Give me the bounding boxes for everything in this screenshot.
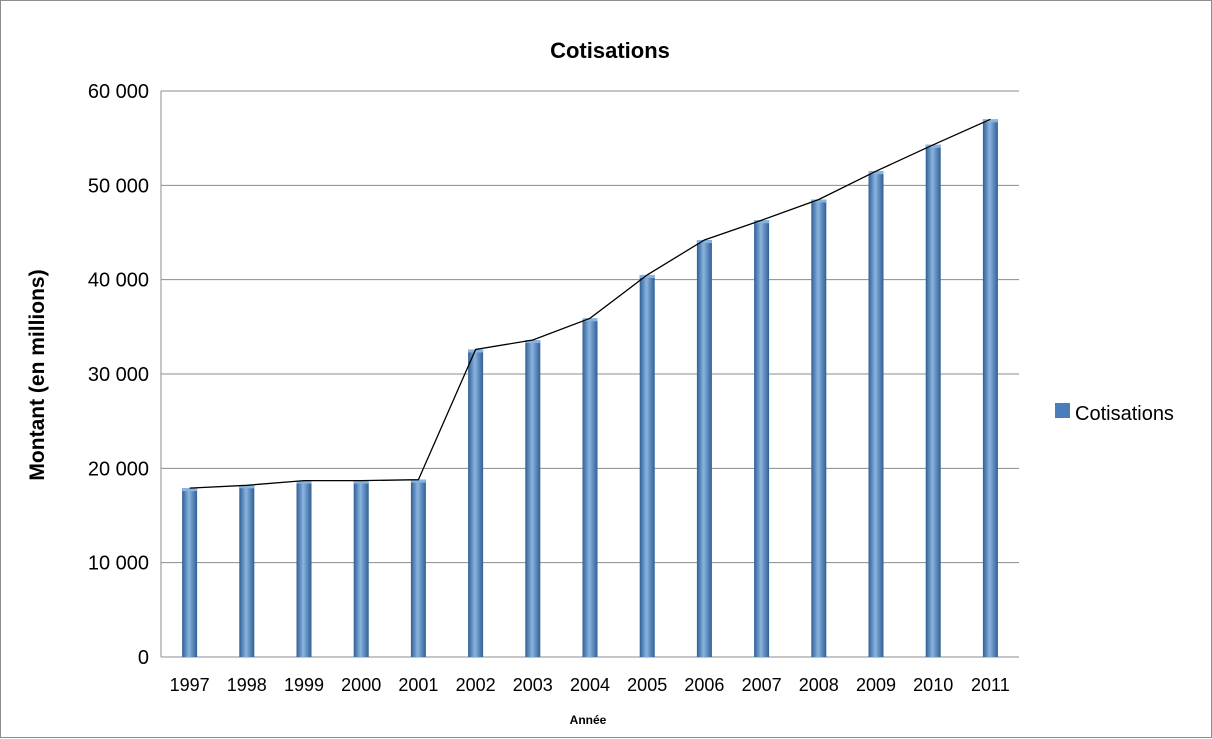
bar — [296, 480, 312, 657]
x-tick-label: 2010 — [913, 675, 953, 695]
trend-line-group — [189, 118, 991, 489]
bar — [182, 488, 198, 657]
bars — [182, 119, 998, 658]
bar — [639, 274, 655, 657]
x-tick-label: 2000 — [341, 675, 381, 695]
bar — [696, 240, 712, 657]
bar-cap — [239, 485, 255, 489]
x-tick-label: 2008 — [799, 675, 839, 695]
x-tick-label: 1998 — [227, 675, 267, 695]
y-tick-label: 40 000 — [88, 270, 149, 292]
bar — [754, 220, 770, 657]
bar-cap — [696, 240, 712, 244]
bar — [468, 349, 484, 657]
bar — [982, 119, 998, 658]
x-tick-label: 2011 — [971, 675, 1010, 695]
y-axis-label: Montant (en millions) — [26, 269, 49, 480]
x-tick-label: 2001 — [398, 675, 438, 695]
x-tick-label: 1997 — [170, 675, 210, 695]
y-tick-label: 30 000 — [88, 364, 149, 386]
bar-cap — [754, 220, 770, 224]
bar-cap — [353, 480, 369, 484]
x-tick-label: 2004 — [570, 675, 610, 695]
bar-cap — [811, 199, 827, 203]
bar-cap — [868, 171, 884, 175]
x-tick-label: 2002 — [456, 675, 496, 695]
bar — [925, 144, 941, 657]
bar — [868, 171, 884, 657]
legend: Cotisations — [1055, 403, 1174, 425]
x-tick-label: 2009 — [856, 675, 896, 695]
bar-cap — [982, 119, 998, 123]
x-axis-ticks: 1997 1998 1999 2000 2001 2002 2003 2004 2005 2006… — [170, 675, 1010, 695]
legend-swatch — [1055, 403, 1070, 418]
bar-cap — [582, 318, 598, 322]
bar — [239, 485, 255, 657]
y-tick-label: 20 000 — [88, 458, 149, 480]
bar-cap — [639, 274, 655, 278]
bar-cap — [525, 340, 541, 344]
y-tick-label: 50 000 — [88, 175, 149, 197]
bar — [410, 479, 426, 657]
x-tick-label: 2006 — [684, 675, 724, 695]
y-axis-ticks: 0 10 000 20 000 30 000 40 000 50 000 60 000 — [88, 81, 149, 669]
bar-cap — [410, 479, 426, 483]
x-tick-label: 2005 — [627, 675, 667, 695]
bar — [353, 480, 369, 657]
bar-cap — [925, 144, 941, 148]
y-tick-label: 60 000 — [88, 81, 149, 103]
bar — [582, 318, 598, 657]
x-tick-label: 1999 — [284, 675, 324, 695]
bar — [525, 340, 541, 657]
bar-cap — [296, 480, 312, 484]
x-tick-label: 2003 — [513, 675, 553, 695]
y-tick-label: 0 — [138, 647, 149, 669]
chart-title: Cotisations — [550, 38, 670, 63]
bar-cap — [182, 488, 198, 492]
y-tick-label: 10 000 — [88, 553, 149, 575]
bar — [811, 199, 827, 657]
x-tick-label: 2007 — [742, 675, 782, 695]
legend-label: Cotisations — [1075, 403, 1174, 425]
x-axis-label: Année — [570, 713, 607, 727]
trend-line — [189, 118, 991, 489]
